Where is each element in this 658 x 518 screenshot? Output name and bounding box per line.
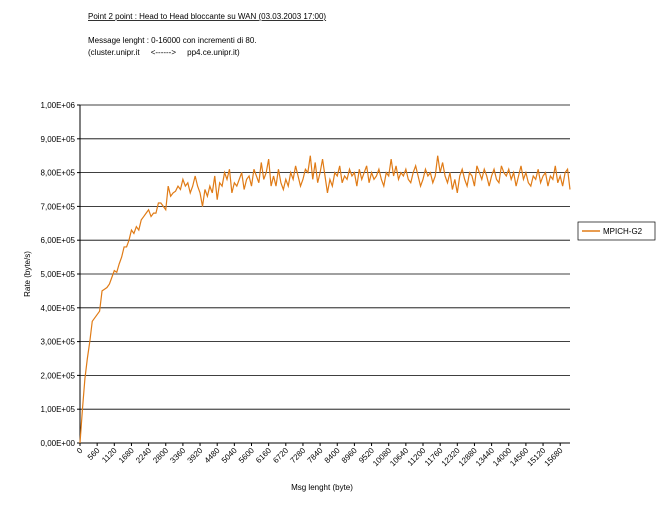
y-tick-label: 8,00E+05 (41, 169, 76, 178)
x-tick-label: 10640 (388, 446, 410, 468)
x-tick-label: 7280 (288, 446, 307, 465)
chart-subtitle: (cluster.unipr.it <------> pp4.ce.unipr.… (88, 48, 240, 57)
x-tick-label: 1680 (117, 446, 136, 465)
y-tick-label: 4,00E+05 (41, 304, 76, 313)
y-tick-label: 5,00E+05 (41, 270, 76, 279)
x-tick-label: 5600 (237, 446, 256, 465)
y-axis-label: Rate (byte/s) (23, 251, 32, 297)
x-tick-label: 4480 (203, 446, 222, 465)
data-line (79, 155, 571, 444)
x-tick-label: 0 (75, 446, 85, 456)
x-axis-label: Msg lenght (byte) (291, 483, 353, 492)
x-tick-label: 15680 (543, 446, 565, 468)
x-tick-label: 7840 (306, 446, 325, 465)
x-tick-label: 560 (86, 446, 102, 462)
x-tick-label: 6720 (271, 446, 290, 465)
y-tick-label: 3,00E+05 (41, 338, 76, 347)
x-tick-label: 2800 (151, 446, 170, 465)
x-tick-label: 11200 (406, 446, 428, 468)
x-tick-label: 2240 (134, 446, 153, 465)
x-tick-label: 1120 (100, 446, 119, 465)
y-tick-label: 1,00E+06 (41, 101, 76, 110)
y-tick-label: 7,00E+05 (41, 202, 76, 211)
y-tick-label: 2,00E+05 (41, 371, 76, 380)
x-tick-label: 8400 (323, 446, 342, 465)
chart-title: Point 2 point : Head to Head bloccante s… (88, 12, 326, 21)
legend-box (577, 221, 656, 241)
y-tick-label: 0,00E+00 (41, 439, 76, 448)
x-tick-label: 5040 (220, 446, 239, 465)
y-tick-label: 1,00E+05 (41, 405, 76, 414)
y-tick-label: 9,00E+05 (41, 135, 76, 144)
x-tick-label: 3360 (168, 446, 187, 465)
chart-subtitle: Message lenght : 0-16000 con incrementi … (88, 36, 257, 45)
x-tick-label: 8960 (340, 446, 359, 465)
x-tick-label: 6160 (254, 446, 273, 465)
legend-label: MPICH-G2 (603, 227, 643, 236)
y-tick-label: 6,00E+05 (41, 236, 76, 245)
x-tick-label: 3920 (186, 446, 205, 465)
